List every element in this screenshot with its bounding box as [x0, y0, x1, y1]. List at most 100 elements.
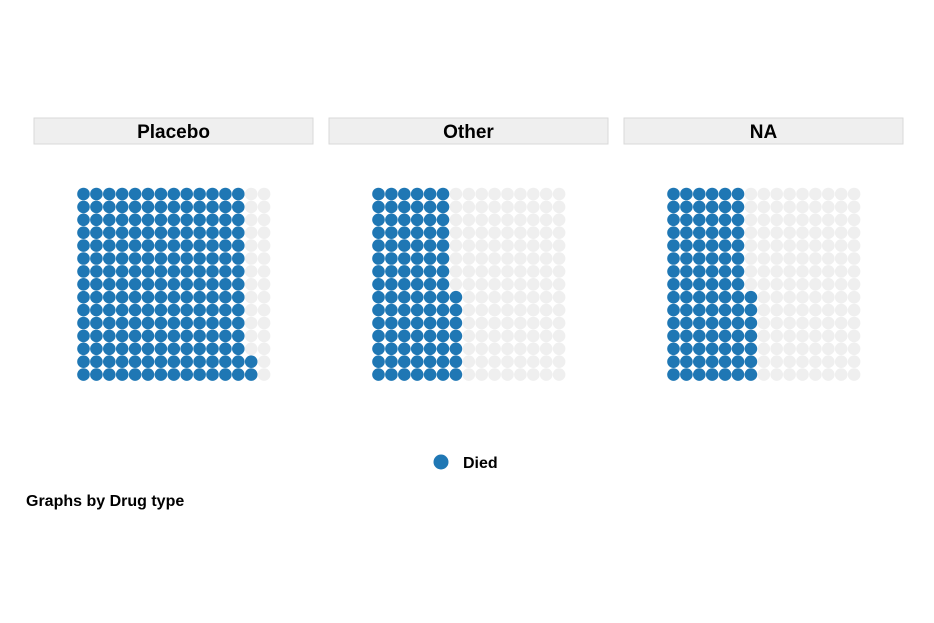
waffle-dot-empty [475, 187, 489, 201]
waffle-dot-died [193, 342, 206, 356]
waffle-dot-died [436, 316, 450, 330]
waffle-dot-died [731, 187, 745, 201]
waffle-dot-empty [770, 226, 783, 239]
waffle-dot-died [206, 316, 219, 330]
waffle-dot-died [410, 290, 424, 304]
waffle-dot-empty [834, 368, 848, 381]
waffle-dot-empty [462, 316, 476, 330]
waffle-dot-empty [834, 342, 848, 356]
waffle-dot-empty [770, 303, 783, 317]
waffle-dot-died [128, 187, 142, 201]
waffle-dot-empty [539, 278, 553, 291]
facet-title: Placebo [137, 122, 210, 143]
waffle-dot-died [372, 226, 385, 239]
waffle-dot-died [436, 355, 450, 369]
waffle-dot-died [718, 187, 732, 201]
facet-title-strip [623, 117, 904, 145]
waffle-dot-died [667, 316, 680, 330]
waffle-dot-died [77, 368, 90, 381]
waffle-dot-empty [449, 187, 463, 201]
waffle-dot-empty [552, 252, 566, 265]
waffle-dot-empty [809, 316, 822, 330]
waffle-dot-died [398, 187, 411, 201]
waffle-dot-empty [757, 342, 771, 356]
waffle-dot-empty [847, 200, 861, 214]
waffle-dot-died [90, 316, 103, 330]
waffle-dot-died [180, 213, 193, 227]
waffle-dot-empty [847, 213, 861, 227]
waffle-dot-empty [539, 187, 553, 201]
waffle-dot-empty [822, 368, 835, 381]
waffle-dot-died [128, 226, 142, 239]
waffle-dot-empty [257, 329, 271, 343]
waffle-dot-died [103, 342, 116, 356]
waffle-dot-died [398, 213, 411, 227]
waffle-dot-died [385, 187, 398, 201]
waffle-dot-empty [796, 265, 809, 278]
waffle-dot-empty [514, 187, 527, 201]
waffle-dot-empty [449, 239, 463, 252]
waffle-dot-empty [514, 226, 527, 239]
waffle-dot-died [180, 239, 193, 252]
waffle-dot-empty [488, 355, 501, 369]
waffle-dot-empty [488, 290, 501, 304]
waffle-dot-died [731, 200, 745, 214]
waffle-dot-empty [796, 290, 809, 304]
waffle-dot-empty [822, 239, 835, 252]
waffle-dot-died [398, 239, 411, 252]
waffle-dot-empty [257, 187, 271, 201]
waffle-dot-empty [744, 239, 758, 252]
waffle-dot-empty [783, 187, 796, 201]
waffle-dot-empty [822, 252, 835, 265]
waffle-dot-empty [552, 355, 566, 369]
waffle-dot-empty [475, 355, 489, 369]
legend: Died [433, 454, 498, 472]
waffle-dot-empty [514, 278, 527, 291]
waffle-dot-died [90, 239, 103, 252]
waffle-dot-died [232, 329, 245, 343]
waffle-dot-empty [809, 252, 822, 265]
waffle-dot-died [693, 316, 706, 330]
waffle-dot-died [423, 303, 437, 317]
waffle-dot-empty [475, 200, 489, 214]
waffle-dot-died [167, 290, 181, 304]
waffle-dot-died [219, 368, 232, 381]
waffle-dot-empty [501, 278, 514, 291]
waffle-dot-empty [539, 316, 553, 330]
waffle-dot-died [423, 200, 437, 214]
waffle-dot-died [232, 303, 245, 317]
waffle-dot-empty [257, 355, 271, 369]
waffle-dot-empty [783, 252, 796, 265]
legend-label-died: Died [463, 455, 498, 472]
waffle-dot-empty [770, 239, 783, 252]
waffle-dot-empty [257, 239, 271, 252]
waffle-dot-died [680, 355, 693, 369]
waffle-dot-empty [527, 368, 540, 381]
waffle-dot-empty [257, 303, 271, 317]
waffle-dot-died [680, 252, 693, 265]
waffle-dot-empty [514, 239, 527, 252]
waffle-dot-died [693, 329, 706, 343]
waffle-dot-died [372, 187, 385, 201]
waffle-dot-died [206, 226, 219, 239]
waffle-dot-died [77, 226, 90, 239]
waffle-dot-died [436, 187, 450, 201]
waffle-dot-empty [552, 290, 566, 304]
waffle-dot-died [667, 342, 680, 356]
waffle-dot-died [372, 303, 385, 317]
waffle-dot-empty [501, 355, 514, 369]
waffle-dot-empty [244, 252, 258, 265]
waffle-dot-died [410, 226, 424, 239]
waffle-dot-died [423, 187, 437, 201]
waffle-dot-empty [757, 316, 771, 330]
waffle-dot-empty [488, 213, 501, 227]
waffle-dot-empty [809, 278, 822, 291]
waffle-dot-empty [514, 252, 527, 265]
waffle-dot-empty [834, 278, 848, 291]
waffle-dot-died [128, 278, 142, 291]
waffle-dot-died [154, 239, 168, 252]
waffle-dot-empty [744, 200, 758, 214]
waffle-dot-died [680, 278, 693, 291]
waffle-dot-died [193, 200, 206, 214]
waffle-dot-empty [847, 239, 861, 252]
